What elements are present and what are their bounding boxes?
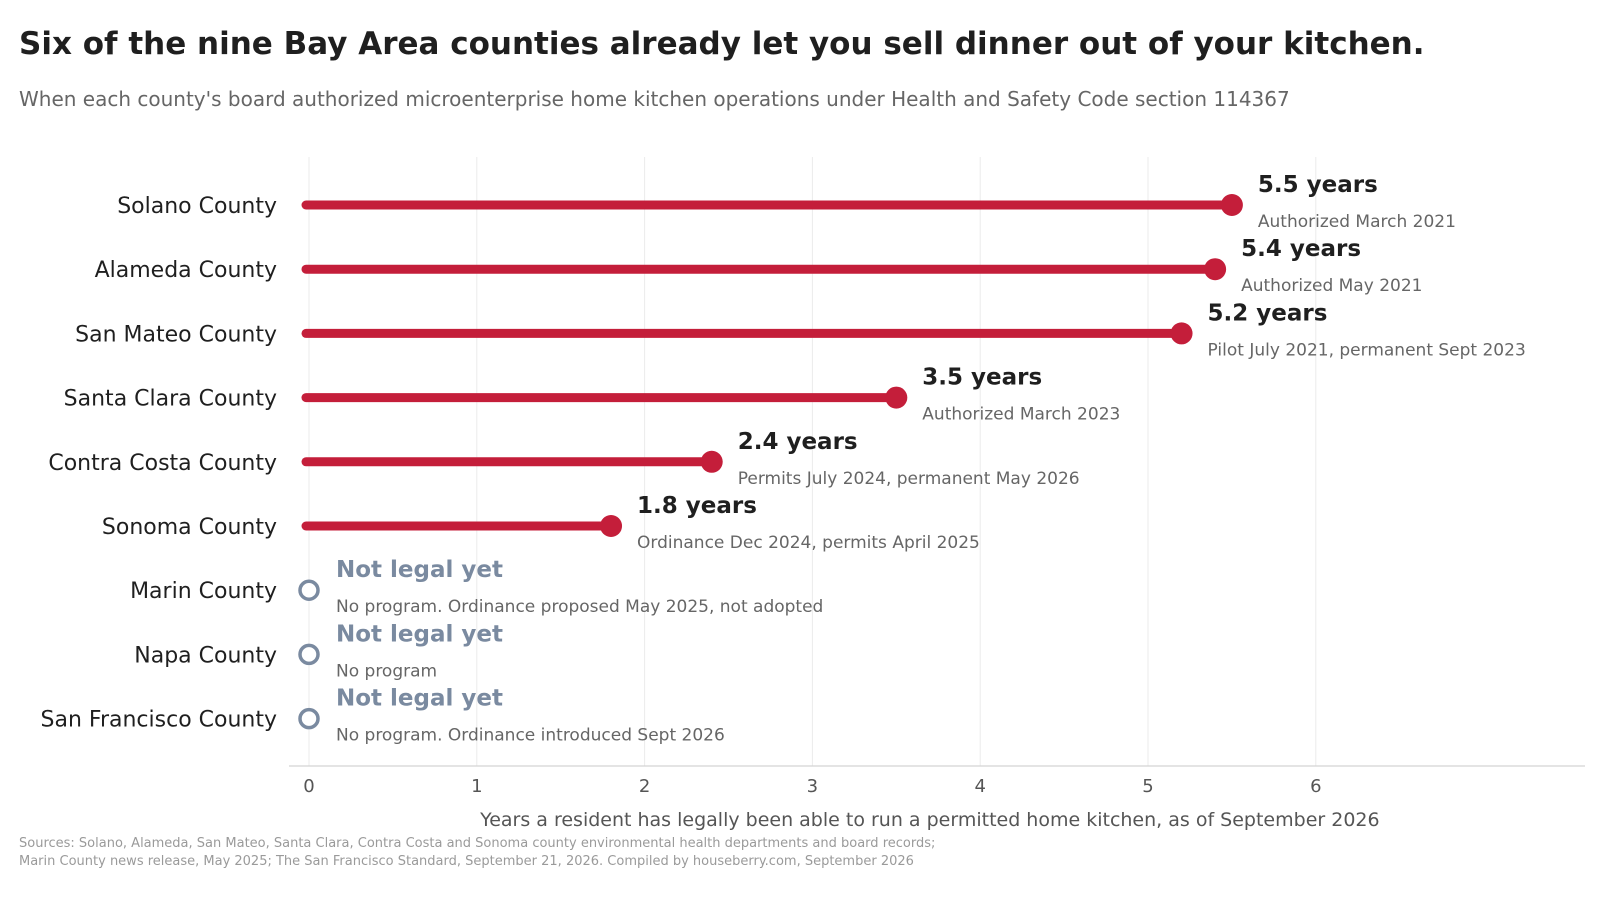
category-label: Contra Costa County	[48, 451, 277, 476]
category-label: San Francisco County	[41, 708, 277, 733]
value-label: 5.5 years	[1258, 172, 1378, 198]
lollipop-dot	[1204, 258, 1227, 281]
source-line-1: Sources: Solano, Alameda, San Mateo, San…	[19, 836, 936, 851]
note-label: No program. Ordinance introduced Sept 20…	[336, 726, 725, 746]
note-label: Permits July 2024, permanent May 2026	[738, 469, 1080, 489]
source-line-2: Marin County news release, May 2025; The…	[19, 854, 914, 869]
value-label: 3.5 years	[922, 365, 1042, 391]
empty-marker	[298, 707, 320, 730]
note-label: No program	[336, 661, 437, 681]
x-tick-label: 4	[974, 776, 985, 797]
empty-marker	[298, 579, 320, 601]
value-label: 2.4 years	[738, 429, 858, 455]
lollipop-dot	[885, 386, 908, 409]
source-note: Sources: Solano, Alameda, San Mateo, San…	[19, 835, 935, 871]
note-label: Authorized May 2021	[1241, 276, 1422, 296]
value-label: Not legal yet	[336, 621, 503, 647]
note-label: Authorized March 2021	[1258, 212, 1456, 232]
x-tick-label: 3	[807, 776, 818, 797]
category-label: San Mateo County	[75, 322, 277, 347]
category-label: Alameda County	[95, 258, 277, 283]
note-label: No program. Ordinance proposed May 2025,…	[336, 597, 823, 617]
note-label: Pilot July 2021, permanent Sept 2023	[1208, 340, 1526, 360]
x-tick-label: 1	[471, 776, 482, 797]
x-axis-label: Years a resident has legally been able t…	[479, 809, 1379, 830]
lollipop-dot	[1220, 194, 1243, 216]
empty-marker	[298, 643, 320, 666]
value-label: Not legal yet	[336, 686, 503, 712]
x-tick-label: 5	[1142, 776, 1153, 797]
note-label: Ordinance Dec 2024, permits April 2025	[637, 533, 980, 553]
category-label: Santa Clara County	[64, 387, 277, 412]
category-label: Napa County	[134, 643, 277, 668]
lollipop-dot	[1170, 322, 1193, 345]
value-label: 5.2 years	[1208, 300, 1328, 326]
category-label: Sonoma County	[102, 515, 277, 540]
category-label: Marin County	[130, 579, 277, 604]
value-label: Not legal yet	[336, 557, 503, 583]
x-tick-label: 6	[1310, 776, 1321, 797]
chart-subtitle: When each county's board authorized micr…	[19, 87, 1290, 111]
x-tick-label: 0	[303, 776, 314, 797]
value-label: 5.4 years	[1241, 236, 1361, 262]
chart-title: Six of the nine Bay Area counties alread…	[19, 26, 1425, 62]
lollipop-dot	[600, 515, 623, 537]
category-label: Solano County	[117, 194, 277, 219]
note-label: Authorized March 2023	[922, 405, 1120, 425]
value-label: 1.8 years	[637, 493, 757, 519]
lollipop-dot	[700, 450, 723, 473]
x-tick-label: 2	[639, 776, 650, 797]
lollipop-chart: 0 1 2 3 4 5 6 Years a resident has legally been…	[41, 157, 1585, 830]
